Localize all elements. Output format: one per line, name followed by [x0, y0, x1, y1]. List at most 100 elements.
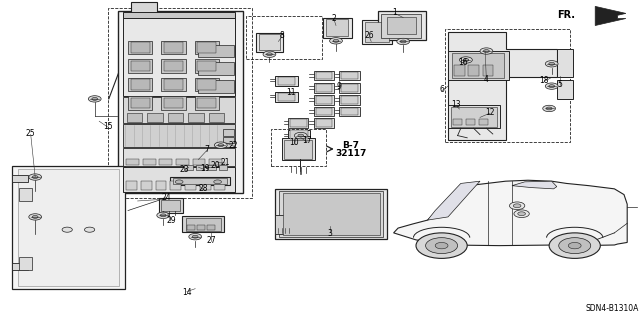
Bar: [314, 107, 334, 116]
Circle shape: [545, 61, 558, 67]
Bar: [197, 42, 216, 53]
Circle shape: [29, 174, 42, 180]
Bar: [123, 167, 235, 192]
Bar: [209, 159, 222, 165]
Bar: [19, 257, 32, 270]
Bar: [283, 193, 380, 235]
Bar: [197, 79, 216, 90]
Polygon shape: [428, 181, 480, 220]
Text: 27: 27: [206, 236, 216, 245]
Bar: [170, 181, 181, 190]
Circle shape: [460, 57, 472, 63]
Circle shape: [32, 216, 38, 219]
Bar: [256, 33, 283, 52]
Circle shape: [330, 38, 342, 44]
Bar: [454, 65, 465, 76]
Bar: [316, 96, 332, 104]
Bar: [275, 76, 298, 86]
Bar: [326, 19, 348, 36]
Polygon shape: [448, 32, 557, 140]
Bar: [168, 113, 183, 122]
Circle shape: [263, 51, 276, 57]
Circle shape: [463, 59, 468, 61]
Bar: [288, 130, 310, 140]
Bar: [184, 165, 193, 170]
Circle shape: [294, 132, 307, 139]
Bar: [198, 80, 234, 93]
Circle shape: [267, 53, 273, 56]
Text: 6: 6: [439, 85, 444, 94]
Text: 13: 13: [451, 100, 461, 109]
Circle shape: [401, 40, 406, 43]
Text: 10: 10: [289, 138, 300, 147]
Text: 32117: 32117: [335, 149, 367, 158]
Bar: [182, 216, 224, 232]
Bar: [156, 181, 166, 190]
Circle shape: [484, 50, 489, 53]
Circle shape: [518, 212, 525, 216]
Circle shape: [547, 107, 552, 110]
Bar: [159, 198, 183, 213]
Bar: [362, 20, 392, 44]
Bar: [12, 175, 28, 182]
Bar: [209, 113, 224, 122]
Circle shape: [543, 105, 556, 112]
Polygon shape: [394, 180, 627, 246]
Bar: [339, 107, 360, 116]
Circle shape: [157, 212, 170, 219]
Bar: [316, 72, 332, 79]
Bar: [131, 61, 150, 71]
Bar: [164, 61, 183, 71]
Circle shape: [192, 235, 198, 238]
Bar: [451, 107, 497, 127]
Bar: [195, 96, 219, 110]
Bar: [164, 42, 183, 53]
Bar: [186, 218, 221, 231]
Bar: [198, 45, 234, 57]
Bar: [314, 118, 334, 128]
Text: 19: 19: [200, 164, 210, 173]
Bar: [207, 225, 215, 230]
Text: 16: 16: [458, 58, 468, 67]
Bar: [161, 96, 186, 110]
Bar: [197, 225, 205, 230]
Text: 2: 2: [332, 14, 337, 23]
Circle shape: [509, 202, 525, 210]
Text: 4: 4: [484, 75, 489, 84]
Circle shape: [480, 48, 493, 54]
Bar: [290, 119, 307, 127]
Bar: [188, 113, 204, 122]
Bar: [19, 188, 32, 201]
Bar: [466, 119, 475, 125]
Circle shape: [175, 180, 183, 184]
Bar: [128, 59, 152, 73]
Bar: [195, 78, 219, 91]
Circle shape: [513, 204, 521, 208]
Circle shape: [435, 242, 448, 249]
Circle shape: [214, 142, 227, 148]
Bar: [12, 166, 125, 289]
Polygon shape: [595, 6, 626, 26]
Bar: [123, 97, 235, 123]
Bar: [278, 93, 295, 101]
Text: 14: 14: [182, 288, 192, 297]
Bar: [219, 165, 227, 170]
Circle shape: [426, 238, 458, 254]
Bar: [159, 159, 172, 165]
Circle shape: [62, 227, 72, 232]
Bar: [131, 2, 157, 15]
Text: 26: 26: [364, 31, 374, 40]
Circle shape: [218, 144, 224, 146]
Bar: [128, 78, 152, 91]
Bar: [123, 148, 235, 166]
Bar: [314, 95, 334, 105]
Bar: [381, 14, 421, 38]
Bar: [131, 42, 150, 53]
Bar: [246, 16, 322, 59]
Text: SDN4-B1310A: SDN4-B1310A: [586, 304, 639, 313]
Bar: [445, 29, 570, 142]
Bar: [314, 71, 334, 80]
Polygon shape: [512, 181, 557, 189]
Bar: [161, 78, 186, 91]
Bar: [453, 119, 462, 125]
